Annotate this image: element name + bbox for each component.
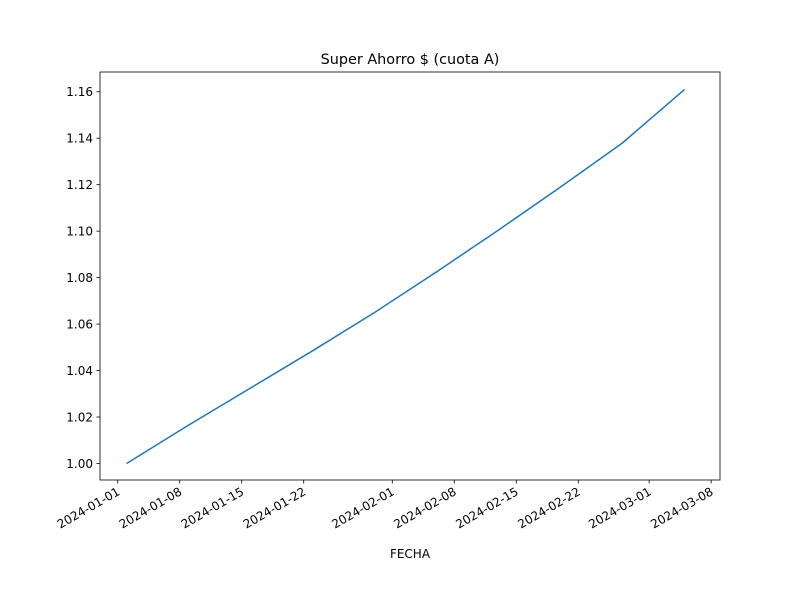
y-tick-label-6: 1.12: [66, 178, 93, 192]
x-axis-label: FECHA: [390, 547, 431, 561]
y-tick-label-0: 1.00: [66, 457, 93, 471]
y-tick-label-8: 1.16: [66, 85, 93, 99]
y-tick-label-7: 1.14: [66, 132, 93, 146]
y-tick-label-1: 1.02: [66, 410, 93, 424]
y-tick-label-2: 1.04: [66, 364, 93, 378]
y-tick-label-5: 1.10: [66, 224, 93, 238]
series-line-0: [126, 88, 686, 465]
y-tick-label-4: 1.08: [66, 271, 93, 285]
plot-area: [126, 88, 686, 465]
chart-title: Super Ahorro $ (cuota A): [321, 52, 500, 68]
axes-frame: [99, 71, 721, 481]
y-tick-label-3: 1.06: [66, 317, 93, 331]
